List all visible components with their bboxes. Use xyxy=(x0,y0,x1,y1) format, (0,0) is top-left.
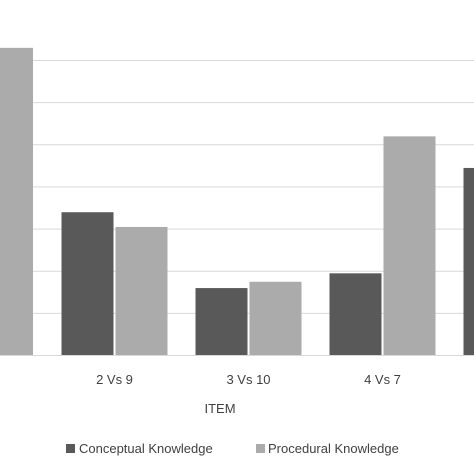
legend-swatch-conceptual xyxy=(66,444,75,453)
x-tick-labels: 2 Vs 9 3 Vs 10 4 Vs 7 xyxy=(96,372,401,387)
bar-conceptual-2 xyxy=(195,288,248,356)
x-tick-label: 4 Vs 7 xyxy=(364,372,401,387)
bar-procedural-0 xyxy=(0,47,33,356)
bar-procedural-1 xyxy=(115,226,168,356)
legend-label-procedural: Procedural Knowledge xyxy=(268,441,399,456)
bar-conceptual-4 xyxy=(463,167,474,356)
bar-procedural-3 xyxy=(383,136,436,356)
bars xyxy=(0,47,474,356)
x-axis-title: ITEM xyxy=(204,401,235,416)
legend-label-conceptual: Conceptual Knowledge xyxy=(79,441,213,456)
legend-swatch-procedural xyxy=(256,444,265,453)
legend: Conceptual Knowledge Procedural Knowledg… xyxy=(66,441,399,456)
bar-procedural-2 xyxy=(249,281,302,356)
bar-conceptual-3 xyxy=(329,273,382,356)
bar-conceptual-1 xyxy=(61,212,114,356)
x-tick-label: 2 Vs 9 xyxy=(96,372,133,387)
x-tick-label: 3 Vs 10 xyxy=(226,372,270,387)
